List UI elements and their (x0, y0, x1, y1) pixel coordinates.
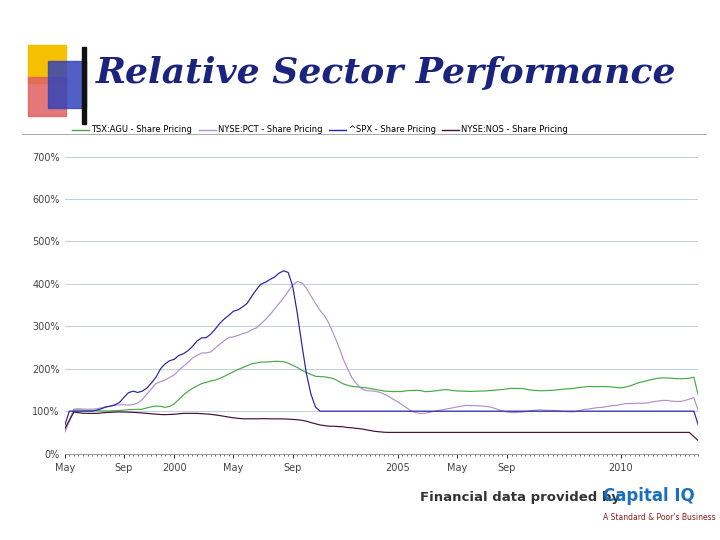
Text: Relative Sector Performance: Relative Sector Performance (96, 56, 677, 90)
Bar (48, 62, 86, 107)
Legend: TSX:AGU - Share Pricing, NYSE:PCT - Share Pricing, ^SPX - Share Pricing, NYSE:NO: TSX:AGU - Share Pricing, NYSE:PCT - Shar… (69, 122, 572, 138)
Bar (28, 77, 66, 116)
Text: A Standard & Poor's Business: A Standard & Poor's Business (603, 514, 716, 522)
Text: Financial data provided by: Financial data provided by (420, 491, 620, 504)
Text: Capital IQ: Capital IQ (603, 487, 695, 505)
Bar (28, 45, 66, 84)
Bar (82, 48, 86, 124)
